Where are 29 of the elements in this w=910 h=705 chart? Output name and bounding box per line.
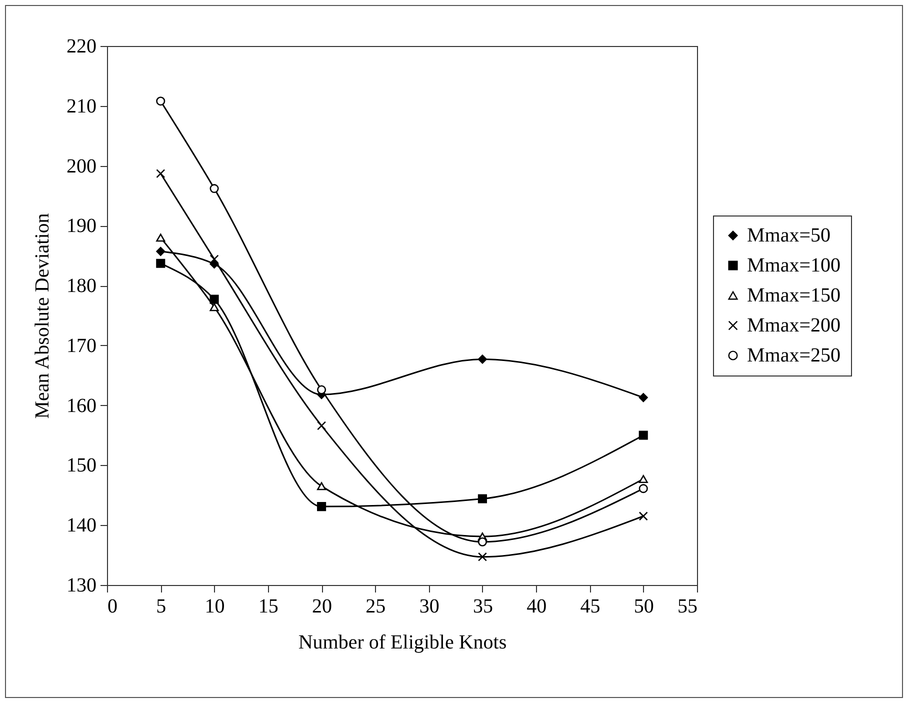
x-tick-label: 40 [526, 596, 547, 618]
y-tick-label: 140 [66, 514, 96, 537]
y-tick-label: 150 [66, 454, 96, 477]
y-tick-label: 130 [66, 574, 96, 596]
legend-label: Mmax=50 [747, 224, 830, 246]
x-tick-label: 15 [258, 596, 278, 618]
y-tick-label: 190 [66, 215, 96, 238]
x-tick-label: 5 [156, 596, 166, 618]
x-tick-label: 10 [204, 596, 225, 618]
x-tick-label: 30 [419, 596, 440, 618]
y-tick-label: 200 [66, 155, 96, 178]
x-axis-title: Number of Eligible Knots [298, 632, 507, 654]
y-tick-label: 180 [66, 275, 96, 298]
legend-label: Mmax=150 [747, 284, 840, 306]
x-tick-label: 35 [472, 596, 493, 618]
x-tick-label: 25 [366, 596, 386, 618]
legend-label: Mmax=200 [747, 314, 840, 336]
y-tick-label: 220 [66, 36, 96, 58]
x-tick-label: 0 [108, 596, 118, 618]
y-axis-title: Mean Absolute Deviation [32, 213, 54, 419]
legend-label: Mmax=250 [747, 344, 840, 366]
y-tick-label: 210 [66, 95, 96, 118]
legend-label: Mmax=100 [747, 254, 840, 276]
x-tick-label: 45 [580, 596, 600, 618]
x-tick-label: 50 [634, 596, 654, 618]
y-tick-label: 170 [66, 334, 96, 357]
y-tick-label: 160 [66, 394, 96, 417]
x-tick-label: 55 [678, 596, 698, 618]
x-tick-label: 20 [312, 596, 332, 618]
